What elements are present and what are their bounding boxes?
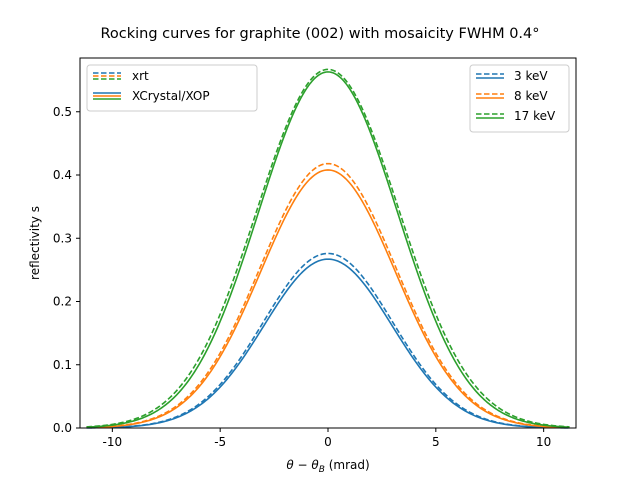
style-legend-label: xrt xyxy=(132,69,149,83)
x-tick-label: 0 xyxy=(324,435,332,449)
y-axis: 0.0 0.1 0.2 0.3 0.4 0.5 xyxy=(53,105,80,435)
style-legend-item: xrt xyxy=(93,69,149,83)
series-xrt-line xyxy=(86,162,570,429)
y-axis-label: reflectivity s xyxy=(28,206,42,280)
style-legend-label: XCrystal/XOP xyxy=(132,89,210,103)
energy-legend-label: 8 keV xyxy=(514,89,548,103)
x-tick-label: 10 xyxy=(536,435,551,449)
y-tick-label: 0.1 xyxy=(53,358,72,372)
y-tick-label: 0.5 xyxy=(53,105,72,119)
y-tick-label: 0.4 xyxy=(53,168,72,182)
energy-legend-box xyxy=(469,64,570,133)
x-axis-label-main: θ − θ xyxy=(286,458,319,472)
series-layer xyxy=(86,68,570,429)
x-axis-label: θ − θB (mrad) xyxy=(286,458,369,475)
y-tick-label: 0.2 xyxy=(53,295,72,309)
series-xrt-line xyxy=(86,252,570,429)
y-tick-label: 0.0 xyxy=(53,421,72,435)
energy-legend-label: 17 keV xyxy=(514,109,556,123)
energy-legend-label: 3 keV xyxy=(514,69,548,83)
energy-legend-item: 3 keV xyxy=(476,69,548,83)
energy-legend-item: 8 keV xyxy=(476,89,548,103)
style-legend: xrt XCrystal/XOP xyxy=(86,64,258,112)
x-axis-label-unit: (mrad) xyxy=(325,458,370,472)
series-xop-line xyxy=(86,169,570,429)
energy-legend-item: 17 keV xyxy=(476,109,556,123)
chart-title: Rocking curves for graphite (002) with m… xyxy=(100,26,539,42)
x-axis-label-subscript: B xyxy=(319,465,325,475)
series-xop-line xyxy=(86,71,570,428)
energy-legend: 3 keV 8 keV 17 keV xyxy=(469,64,570,133)
style-legend-box xyxy=(86,64,258,112)
x-tick-label: -5 xyxy=(214,435,226,449)
x-tick-label: 5 xyxy=(432,435,440,449)
y-tick-label: 0.3 xyxy=(53,231,72,245)
x-tick-label: -10 xyxy=(103,435,123,449)
style-legend-item: XCrystal/XOP xyxy=(93,89,210,103)
x-axis: -10 -5 0 5 10 xyxy=(103,428,551,449)
series-xrt-line xyxy=(86,68,570,428)
